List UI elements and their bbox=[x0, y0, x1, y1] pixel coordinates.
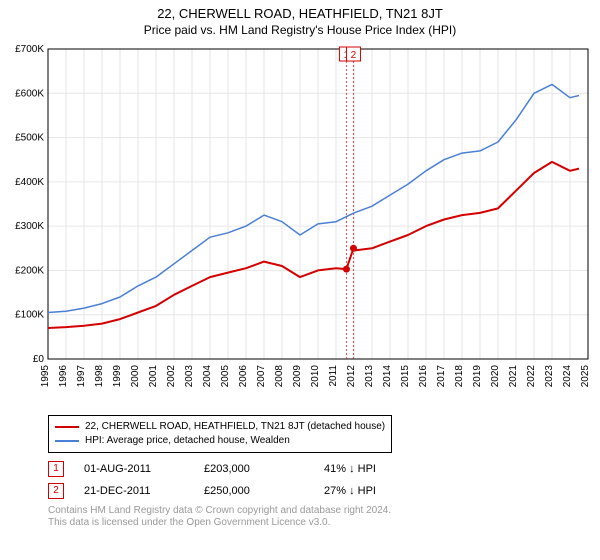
chart-title: 22, CHERWELL ROAD, HEATHFIELD, TN21 8JT bbox=[0, 0, 600, 21]
chart-container: 22, CHERWELL ROAD, HEATHFIELD, TN21 8JT … bbox=[0, 0, 600, 560]
svg-text:1997: 1997 bbox=[76, 365, 87, 388]
svg-text:2009: 2009 bbox=[292, 365, 303, 388]
svg-text:2012: 2012 bbox=[346, 365, 357, 388]
svg-text:2007: 2007 bbox=[256, 365, 267, 388]
attribution: Contains HM Land Registry data © Crown c… bbox=[48, 505, 600, 529]
svg-text:£600K: £600K bbox=[15, 88, 44, 99]
legend-swatch bbox=[55, 440, 79, 442]
svg-text:2003: 2003 bbox=[184, 365, 195, 388]
svg-text:2010: 2010 bbox=[310, 365, 321, 388]
sale-date: 21-DEC-2011 bbox=[84, 485, 184, 497]
svg-text:£700K: £700K bbox=[15, 44, 44, 55]
legend: 22, CHERWELL ROAD, HEATHFIELD, TN21 8JT … bbox=[48, 415, 392, 453]
svg-text:£400K: £400K bbox=[15, 177, 44, 188]
svg-text:2024: 2024 bbox=[562, 365, 573, 388]
svg-text:2019: 2019 bbox=[472, 365, 483, 388]
legend-swatch bbox=[55, 426, 79, 428]
svg-text:2: 2 bbox=[351, 50, 357, 61]
chart-plot: £0 £100K £200K £300K £400K £500K £600K £700K 199… bbox=[0, 41, 600, 411]
sales-table: 1 01-AUG-2011 £203,000 41% ↓ HPI 2 21-DEC-201… bbox=[48, 461, 600, 499]
svg-text:£0: £0 bbox=[33, 354, 45, 365]
sale-marker-number: 2 bbox=[48, 483, 64, 499]
svg-text:2013: 2013 bbox=[364, 365, 375, 388]
sale-date: 01-AUG-2011 bbox=[84, 463, 184, 475]
svg-text:2018: 2018 bbox=[454, 365, 465, 388]
svg-text:1996: 1996 bbox=[58, 365, 69, 388]
svg-text:£500K: £500K bbox=[15, 133, 44, 144]
svg-text:2006: 2006 bbox=[238, 365, 249, 388]
svg-text:£200K: £200K bbox=[15, 265, 44, 276]
chart-subtitle: Price paid vs. HM Land Registry's House … bbox=[0, 21, 600, 41]
svg-text:1995: 1995 bbox=[40, 365, 51, 388]
legend-row: HPI: Average price, detached house, Weal… bbox=[55, 434, 385, 448]
svg-text:2005: 2005 bbox=[220, 365, 231, 388]
svg-text:2002: 2002 bbox=[166, 365, 177, 388]
svg-text:2021: 2021 bbox=[508, 365, 519, 388]
legend-label: HPI: Average price, detached house, Weal… bbox=[85, 434, 290, 448]
svg-text:2023: 2023 bbox=[544, 365, 555, 388]
svg-text:1998: 1998 bbox=[94, 365, 105, 388]
sale-delta: 41% ↓ HPI bbox=[324, 463, 424, 475]
svg-text:2025: 2025 bbox=[580, 365, 591, 388]
legend-row: 22, CHERWELL ROAD, HEATHFIELD, TN21 8JT … bbox=[55, 420, 385, 434]
svg-text:2020: 2020 bbox=[490, 365, 501, 388]
svg-text:2001: 2001 bbox=[148, 365, 159, 388]
svg-text:£300K: £300K bbox=[15, 221, 44, 232]
sale-row: 1 01-AUG-2011 £203,000 41% ↓ HPI bbox=[48, 461, 600, 477]
svg-text:£100K: £100K bbox=[15, 310, 44, 321]
svg-text:2015: 2015 bbox=[400, 365, 411, 388]
line-chart-svg: £0 £100K £200K £300K £400K £500K £600K £700K 199… bbox=[0, 41, 600, 411]
svg-text:1999: 1999 bbox=[112, 365, 123, 388]
svg-text:2008: 2008 bbox=[274, 365, 285, 388]
sale-marker-number: 1 bbox=[48, 461, 64, 477]
attribution-line1: Contains HM Land Registry data © Crown c… bbox=[48, 505, 600, 517]
sale-row: 2 21-DEC-2011 £250,000 27% ↓ HPI bbox=[48, 483, 600, 499]
svg-text:2000: 2000 bbox=[130, 365, 141, 388]
svg-text:2011: 2011 bbox=[328, 365, 339, 387]
sale-delta: 27% ↓ HPI bbox=[324, 485, 424, 497]
sale-price: £203,000 bbox=[204, 463, 304, 475]
svg-text:2004: 2004 bbox=[202, 365, 213, 388]
sale-price: £250,000 bbox=[204, 485, 304, 497]
attribution-line2: This data is licensed under the Open Gov… bbox=[48, 517, 600, 529]
svg-text:2014: 2014 bbox=[382, 365, 393, 388]
svg-text:2016: 2016 bbox=[418, 365, 429, 388]
legend-label: 22, CHERWELL ROAD, HEATHFIELD, TN21 8JT … bbox=[85, 420, 385, 434]
svg-text:2022: 2022 bbox=[526, 365, 537, 388]
svg-text:2017: 2017 bbox=[436, 365, 447, 388]
